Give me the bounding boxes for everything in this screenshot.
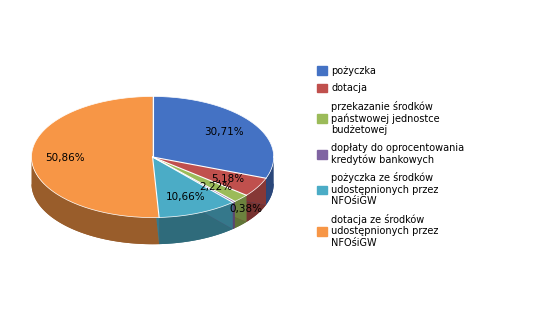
Polygon shape <box>153 157 266 205</box>
Polygon shape <box>153 157 266 205</box>
Polygon shape <box>153 184 266 222</box>
Polygon shape <box>153 184 274 205</box>
Polygon shape <box>32 96 159 218</box>
Polygon shape <box>153 157 235 228</box>
Polygon shape <box>153 157 233 229</box>
Polygon shape <box>153 157 159 244</box>
Polygon shape <box>153 157 246 201</box>
Polygon shape <box>153 157 233 218</box>
Polygon shape <box>235 195 246 228</box>
Polygon shape <box>153 157 266 195</box>
Text: 5,18%: 5,18% <box>211 174 245 184</box>
Polygon shape <box>153 184 235 229</box>
Polygon shape <box>153 157 235 228</box>
Polygon shape <box>153 157 246 222</box>
Legend: pożyczka, dotacja, przekazanie środków
państwowej jednostce
budżetowej, dopłaty : pożyczka, dotacja, przekazanie środków p… <box>317 66 464 248</box>
Polygon shape <box>153 157 159 244</box>
Polygon shape <box>266 156 274 205</box>
Polygon shape <box>233 201 235 229</box>
Polygon shape <box>32 184 159 244</box>
Polygon shape <box>153 157 235 203</box>
Text: 50,86%: 50,86% <box>46 153 85 163</box>
Polygon shape <box>153 184 233 244</box>
Text: 30,71%: 30,71% <box>204 127 244 137</box>
Text: 0,38%: 0,38% <box>229 204 263 214</box>
Text: 10,66%: 10,66% <box>166 192 205 202</box>
Polygon shape <box>159 203 233 244</box>
Text: 2,22%: 2,22% <box>199 182 233 192</box>
Polygon shape <box>246 178 266 222</box>
Polygon shape <box>153 157 246 222</box>
Polygon shape <box>153 96 274 178</box>
Polygon shape <box>153 157 233 229</box>
Polygon shape <box>153 184 246 228</box>
Polygon shape <box>32 156 159 244</box>
